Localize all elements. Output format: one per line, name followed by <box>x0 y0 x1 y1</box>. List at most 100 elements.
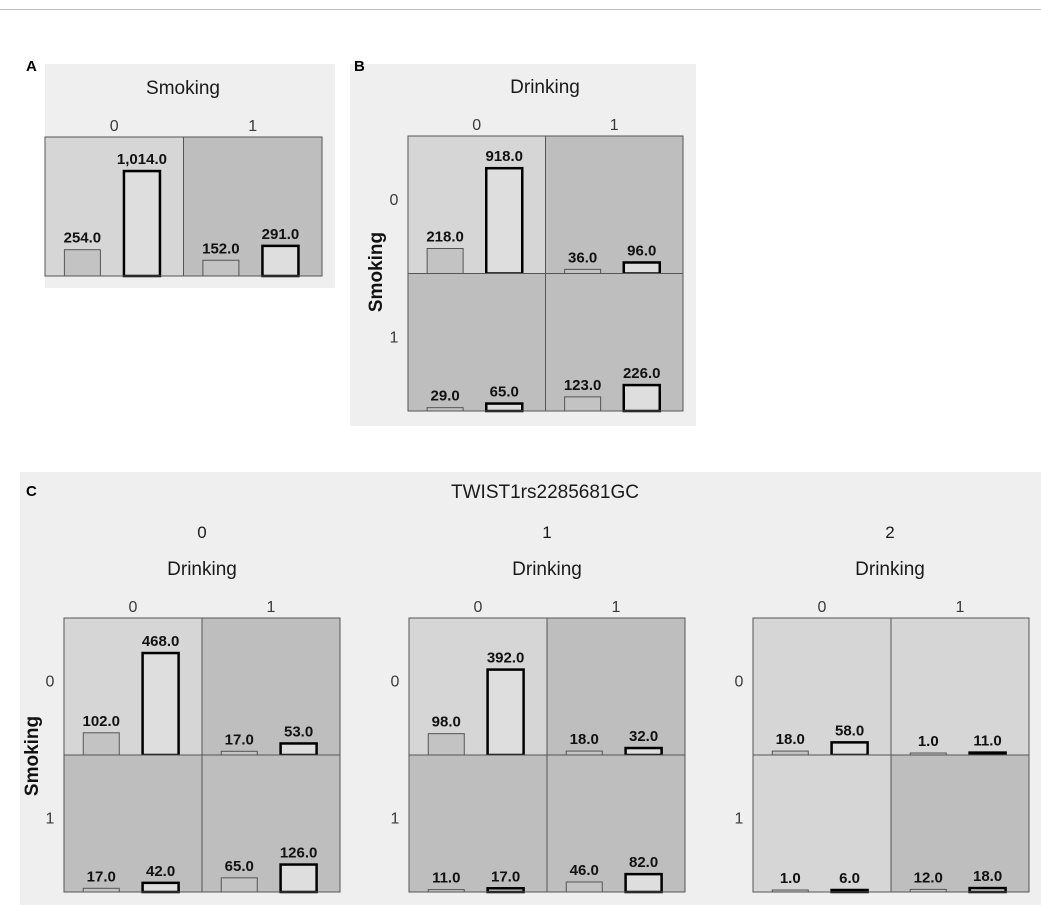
panel-c-group-0-cell-r0-c1-bar-1-value-label: 53.0 <box>284 723 313 740</box>
panel-c-group-0-cell-r1-c0-background <box>64 755 202 892</box>
panel-b-cell-r1-c1-bar-1-value-label: 226.0 <box>623 365 661 382</box>
panel-c-group-level-0: 0 <box>197 523 206 542</box>
panel-b-cell-r0-c0-bar-0-value-label: 218.0 <box>426 228 464 245</box>
panel-b-row-title: Smoking <box>366 232 387 312</box>
panel-c-group-1-cell-r0-c1-bar-0-value-label: 18.0 <box>570 731 599 748</box>
panel-c-group-0-cell-r0-c1-bar-0 <box>220 750 258 756</box>
panel-a-col-header-1: 1 <box>248 118 257 135</box>
panel-b-col-header-0: 0 <box>472 117 481 134</box>
panel-c-group-0-cell-r1-c0-bar-0 <box>82 887 120 893</box>
panel-c-group-1-cell-r1-c0-bar-0-value-label: 11.0 <box>432 870 460 887</box>
panel-c-group-1-cell-r0-c0-bar-0-value-label: 98.0 <box>432 714 461 731</box>
panel-b-cell-r0-c0-bar-1 <box>485 166 524 275</box>
panel-c-group-0-cell-r1-c0-bar-0-value-label: 17.0 <box>87 868 116 885</box>
panel-b-cell-r1-c0-bar-1 <box>485 402 524 413</box>
panel-c-group-0-cell-r1-c1-bar-0 <box>220 877 258 893</box>
panel-c-group-0-cell-r1-c1-bar-1-value-label: 126.0 <box>280 845 318 862</box>
panel-c-group-0-cell-r0-c1-bar-1 <box>279 742 318 757</box>
panel-c-group-2-cell-r0-c0-bar-1 <box>830 741 869 757</box>
panel-c-group-0-cell-r0-c0-bar-1-value-label: 468.0 <box>142 633 180 650</box>
panel-a-cell-1-bar-1 <box>261 244 300 278</box>
panel-c-group-1-cell-r0-c1-background <box>547 618 685 755</box>
top-divider <box>0 9 1041 10</box>
panel-c-group-2-cell-r1-c1-background <box>891 755 1029 892</box>
panel-c-group-0-title: Drinking <box>167 559 237 580</box>
panel-a-cell-1-bar-0 <box>202 259 240 277</box>
panel-c-group-0-cell-r1-c1-bar-1 <box>279 863 318 894</box>
panel-c-group-0-cell-r1-c0-bar-1-value-label: 42.0 <box>146 863 175 880</box>
panel-c-group-2-cell-r0-c1-bar-1-value-label: 11.0 <box>973 733 1001 750</box>
panel-c-label: C <box>26 483 37 500</box>
panel-c-group-2-cell-r1-c1-bar-0-value-label: 12.0 <box>914 869 943 886</box>
panel-b-cell-r0-c1-bar-1-value-label: 96.0 <box>627 242 656 259</box>
panel-c-group-2-cell-r1-c1-bar-1 <box>968 886 1007 894</box>
panel-c-group-0-cell-r1-c1-background <box>202 755 340 892</box>
panel-b-cell-r0-c1-bar-0 <box>564 268 602 274</box>
panel-c-group-2-cell-r0-c1-background <box>891 618 1029 755</box>
panel-a-cell-0-bar-0-value-label: 254.0 <box>64 230 102 247</box>
panel-c-group-2-cell-r1-c0-bar-0-value-label: 1.0 <box>780 870 801 887</box>
panel-b-cell-r1-c0-bar-0-value-label: 29.0 <box>431 388 460 405</box>
panel-c-group-0-cell-r0-c0-bar-0 <box>82 732 120 756</box>
panel-c-group-0-cell-r1-c1-bar-0-value-label: 65.0 <box>225 858 254 875</box>
panel-c-group-1-cell-r1-c1-bar-1 <box>624 872 663 894</box>
panel-c-group-2-cell-r0-c0-background <box>753 618 891 755</box>
panel-a-title: Smoking <box>146 78 220 99</box>
panel-c-group-2-cell-r0-c1-bar-0-value-label: 1.0 <box>918 733 939 750</box>
panel-a-cell-0-bar-1 <box>122 169 162 278</box>
panel-c-group-2-cell-r0-c0-bar-1-value-label: 58.0 <box>835 722 864 739</box>
panel-a-cell-0-bar-0 <box>63 249 101 277</box>
panel-a-col-header-0: 0 <box>110 118 119 135</box>
panel-b-label: B <box>354 58 365 75</box>
panel-b-cell-r0-c0-bar-0 <box>426 247 464 275</box>
panel-c-group-2-col-header-0: 0 <box>818 599 827 616</box>
panel-c-group-1-cell-r1-c0-background <box>409 755 547 892</box>
panel-c-group-2-row-header-1: 1 <box>735 811 744 828</box>
panel-c-group-1-cell-r1-c1-background <box>547 755 685 892</box>
panel-c-group-1-row-header-1: 1 <box>391 811 400 828</box>
panel-b-cell-r0-c0-bar-1-value-label: 918.0 <box>485 148 523 165</box>
panel-b-cell-r1-c1-bar-1 <box>622 383 661 413</box>
panel-a-cell-1-bar-0-value-label: 152.0 <box>202 240 240 257</box>
panel-b-cell-r0-c1-bar-1 <box>622 261 661 275</box>
panel-c-group-0-cell-r1-c0-bar-1 <box>141 881 180 894</box>
panel-c-group-1-col-header-0: 0 <box>474 599 483 616</box>
panel-c-group-2-cell-r1-c1-bar-1-value-label: 18.0 <box>973 868 1002 885</box>
panel-c-group-0-cell-r0-c1-background <box>202 618 340 755</box>
panel-a-cell-0-bar-1-value-label: 1,014.0 <box>117 151 167 168</box>
panel-c-group-level-2: 2 <box>885 523 894 542</box>
panel-a-label: A <box>26 58 37 75</box>
panel-c-group-2-cell-r1-c0-bar-1-value-label: 6.0 <box>839 870 860 887</box>
panel-c-group-1-cell-r1-c1-bar-0-value-label: 46.0 <box>570 862 599 879</box>
panel-b-cell-r1-c1-bar-0 <box>564 396 602 412</box>
panel-c-group-1-cell-r1-c0-bar-1 <box>486 887 525 894</box>
panel-c-group-2-row-header-0: 0 <box>735 674 744 691</box>
panel-c-group-2-title: Drinking <box>855 559 925 580</box>
panel-c-group-1-cell-r0-c0-bar-1 <box>486 668 525 757</box>
panel-c-group-0-cell-r0-c0-bar-1 <box>141 651 180 757</box>
panel-c-group-0-cell-r0-c1-bar-0-value-label: 17.0 <box>225 731 254 748</box>
panel-c-group-1-cell-r0-c0-bar-0 <box>427 733 465 756</box>
panel-c-group-2-cell-r0-c0-bar-0-value-label: 18.0 <box>776 731 805 748</box>
panel-c-group-0-col-header-0: 0 <box>129 599 138 616</box>
panel-c-title: TWIST1rs2285681GC <box>451 482 639 503</box>
panel-c-group-1-cell-r1-c1-bar-1-value-label: 82.0 <box>629 854 658 871</box>
panel-c-group-2-cell-r1-c0-background <box>753 755 891 892</box>
panel-c-group-0-col-header-1: 1 <box>267 599 276 616</box>
panel-c-group-2-col-header-1: 1 <box>956 599 965 616</box>
panel-c-group-1-col-header-1: 1 <box>612 599 621 616</box>
panel-c-group-1-cell-r0-c0-bar-1-value-label: 392.0 <box>487 650 525 667</box>
panel-c-group-1-cell-r0-c1-bar-1-value-label: 32.0 <box>629 728 658 745</box>
panel-b-row-header-0: 0 <box>390 192 399 209</box>
panel-c-group-1-cell-r0-c1-bar-1 <box>624 746 663 757</box>
panel-b-cell-r1-c0-bar-1-value-label: 65.0 <box>490 384 519 401</box>
panel-c-group-0-cell-r0-c0-bar-0-value-label: 102.0 <box>82 713 120 730</box>
panel-b-cell-r1-c1-bar-0-value-label: 123.0 <box>564 377 602 394</box>
panel-b-cell-r0-c1-bar-0-value-label: 36.0 <box>568 249 597 266</box>
panel-c-group-0-row-header-0: 0 <box>46 674 55 691</box>
panel-b-row-header-1: 1 <box>390 329 399 346</box>
panel-b-cell-r0-c1-background <box>545 136 683 274</box>
panel-c-group-0-row-header-1: 1 <box>46 811 55 828</box>
panel-b-title: Drinking <box>510 77 580 98</box>
